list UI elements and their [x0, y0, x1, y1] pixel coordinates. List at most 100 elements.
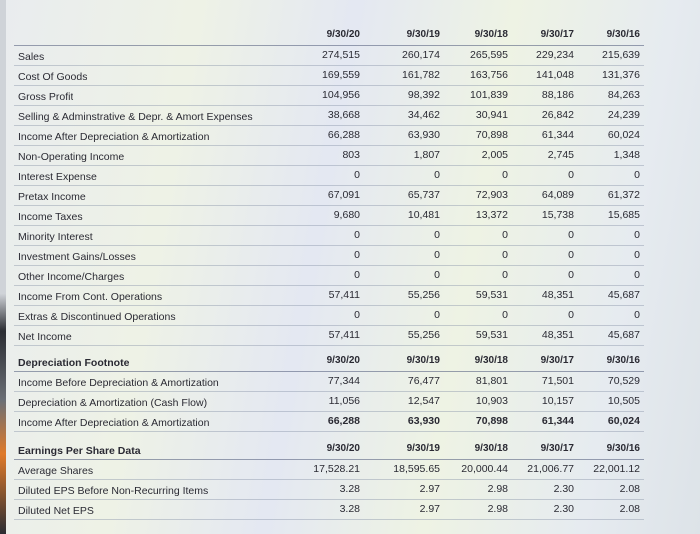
cell-value: 2,005 — [481, 149, 508, 161]
column-date: 9/30/16 — [606, 355, 640, 366]
table-row: Income After Depreciation & Amortization… — [14, 126, 644, 146]
cell-value: 84,263 — [607, 89, 640, 101]
row-label: Diluted EPS Before Non-Recurring Items — [18, 485, 209, 497]
cell-value: 13,372 — [475, 209, 508, 221]
cell-value: 0 — [502, 229, 508, 241]
cell-value: 0 — [568, 169, 574, 181]
cell-value: 274,515 — [322, 49, 360, 61]
cell-value: 55,256 — [407, 289, 440, 301]
column-date: 9/30/19 — [406, 355, 440, 366]
cell-value: 61,344 — [541, 415, 574, 427]
cell-value: 2,745 — [547, 149, 574, 161]
row-label: Minority Interest — [18, 231, 93, 243]
table-row: Pretax Income 67,091 65,737 72,903 64,089 61,… — [14, 186, 644, 206]
cell-value: 61,372 — [607, 189, 640, 201]
row-label: Pretax Income — [18, 191, 86, 203]
column-date: 9/30/20 — [326, 443, 360, 454]
row-label: Net Income — [18, 331, 72, 343]
column-date: 9/30/19 — [406, 29, 440, 40]
cell-value: 0 — [502, 269, 508, 281]
cell-value: 10,903 — [475, 395, 508, 407]
cell-value: 59,531 — [475, 329, 508, 341]
table-header-row: 9/30/20 9/30/19 9/30/18 9/30/17 9/30/16 — [14, 26, 644, 46]
cell-value: 70,898 — [475, 415, 508, 427]
cell-value: 65,737 — [407, 189, 440, 201]
table-row: Diluted EPS Before Non-Recurring Items 3.… — [14, 480, 644, 500]
cell-value: 0 — [568, 229, 574, 241]
cell-value: 0 — [568, 309, 574, 321]
cell-value: 0 — [354, 249, 360, 261]
cell-value: 38,668 — [327, 109, 360, 121]
cell-value: 0 — [634, 269, 640, 281]
table-row: Income After Depreciation & Amortization… — [14, 412, 644, 432]
table-row: Income Before Depreciation & Amortizatio… — [14, 372, 644, 392]
column-date: 9/30/18 — [474, 443, 508, 454]
table-row: Income From Cont. Operations 57,411 55,256… — [14, 286, 644, 306]
cell-value: 10,505 — [607, 395, 640, 407]
cell-value: 64,089 — [541, 189, 574, 201]
cell-value: 71,501 — [541, 375, 574, 387]
cell-value: 57,411 — [328, 329, 360, 341]
cell-value: 104,956 — [322, 89, 360, 101]
cell-value: 1,807 — [413, 149, 440, 161]
cell-value: 59,531 — [475, 289, 508, 301]
row-label: Selling & Adminstrative & Depr. & Amort … — [18, 111, 253, 123]
cell-value: 72,903 — [475, 189, 508, 201]
row-label: Cost Of Goods — [18, 71, 88, 83]
cell-value: 3.28 — [339, 483, 360, 495]
row-label: Extras & Discontinued Operations — [18, 311, 176, 323]
table-row: Non-Operating Income 803 1,807 2,005 2,745 1,… — [14, 146, 644, 166]
cell-value: 17,528.21 — [313, 463, 360, 475]
cell-value: 0 — [434, 309, 440, 321]
table-header-row: Depreciation Footnote 9/30/20 9/30/19 9/30/… — [14, 352, 644, 372]
cell-value: 66,288 — [327, 415, 360, 427]
cell-value: 141,048 — [536, 69, 574, 81]
cell-value: 60,024 — [607, 415, 640, 427]
column-date: 9/30/20 — [326, 29, 360, 40]
cell-value: 60,024 — [607, 129, 640, 141]
cell-value: 9,680 — [333, 209, 360, 221]
table-row: Other Income/Charges 0 0 0 0 0 — [14, 266, 644, 286]
row-label: Investment Gains/Losses — [18, 251, 136, 263]
cell-value: 0 — [502, 249, 508, 261]
cell-value: 215,639 — [602, 49, 640, 61]
cell-value: 2.97 — [419, 503, 440, 515]
row-label: Income After Depreciation & Amortization — [18, 131, 210, 143]
cell-value: 169,559 — [322, 69, 360, 81]
table-row: Selling & Adminstrative & Depr. & Amort … — [14, 106, 644, 126]
cell-value: 11,056 — [328, 395, 360, 407]
cell-value: 2.98 — [487, 483, 508, 495]
cell-value: 0 — [502, 169, 508, 181]
cell-value: 57,411 — [328, 289, 360, 301]
table-header-row: Earnings Per Share Data 9/30/20 9/30/19 9/3… — [14, 440, 644, 460]
income-statement-table: 9/30/20 9/30/19 9/30/18 9/30/17 9/30/16 Sales… — [14, 26, 644, 346]
table-row: Gross Profit 104,956 98,392 101,839 88,186 84… — [14, 86, 644, 106]
column-date: 9/30/17 — [540, 355, 574, 366]
row-label: Other Income/Charges — [18, 271, 125, 283]
row-label: Income After Depreciation & Amortization — [18, 417, 210, 429]
cell-value: 48,351 — [541, 289, 574, 301]
cell-value: 70,898 — [475, 129, 508, 141]
cell-value: 88,186 — [541, 89, 574, 101]
cell-value: 229,234 — [536, 49, 574, 61]
column-date: 9/30/18 — [474, 355, 508, 366]
cell-value: 45,687 — [607, 329, 640, 341]
cell-value: 0 — [354, 229, 360, 241]
cell-value: 0 — [354, 169, 360, 181]
row-label: Income Before Depreciation & Amortizatio… — [18, 377, 219, 389]
section-title: Earnings Per Share Data — [18, 445, 141, 457]
table-row: Interest Expense 0 0 0 0 0 — [14, 166, 644, 186]
cell-value: 0 — [568, 269, 574, 281]
row-label: Interest Expense — [18, 171, 97, 183]
cell-value: 0 — [434, 269, 440, 281]
table-row: Extras & Discontinued Operations 0 0 0 0 0 — [14, 306, 644, 326]
cell-value: 0 — [354, 269, 360, 281]
cell-value: 55,256 — [407, 329, 440, 341]
table-row: Diluted Net EPS 3.28 2.97 2.98 2.30 2.08 — [14, 500, 644, 520]
cell-value: 0 — [634, 309, 640, 321]
cell-value: 0 — [434, 249, 440, 261]
cell-value: 0 — [434, 169, 440, 181]
cell-value: 76,477 — [407, 375, 440, 387]
cell-value: 265,595 — [470, 49, 508, 61]
column-date: 9/30/20 — [326, 355, 360, 366]
